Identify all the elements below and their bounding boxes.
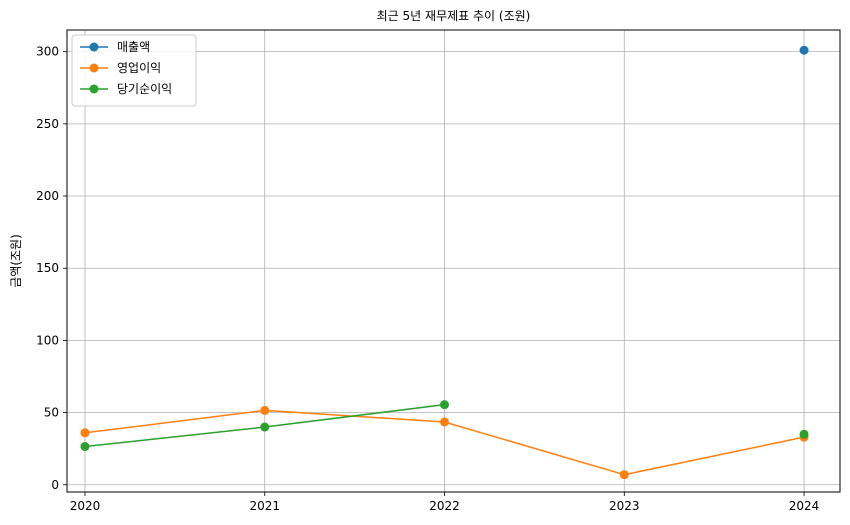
y-tick-label: 150 bbox=[36, 261, 59, 275]
series-lines bbox=[84, 403, 805, 476]
legend-marker bbox=[89, 63, 99, 73]
series-line-segment bbox=[84, 409, 265, 434]
series-point bbox=[80, 428, 90, 438]
y-tick-label: 250 bbox=[36, 117, 59, 131]
series-markers bbox=[80, 45, 809, 480]
series-point bbox=[260, 405, 270, 415]
legend-marker bbox=[89, 42, 99, 52]
series-line-segment bbox=[624, 436, 805, 476]
chart-title: 최근 5년 재무제표 추이 (조원) bbox=[377, 9, 531, 23]
x-tick-label: 2021 bbox=[249, 499, 280, 513]
series-point bbox=[799, 429, 809, 439]
y-tick-label: 0 bbox=[51, 478, 59, 492]
x-tick-label: 2022 bbox=[429, 499, 460, 513]
legend-label: 매출액 bbox=[117, 40, 150, 54]
x-axis: 2020 2021 2022 2023 2024 bbox=[70, 492, 820, 513]
y-axis-label: 금액(조원) bbox=[9, 234, 23, 288]
series-point bbox=[619, 470, 629, 480]
y-tick-label: 300 bbox=[36, 45, 59, 59]
y-axis: 0 50 100 150 200 250 300 bbox=[36, 45, 67, 492]
series-line-segment bbox=[84, 426, 265, 448]
legend-label: 당기순이익 bbox=[117, 82, 172, 96]
series-point bbox=[799, 45, 809, 55]
y-tick-label: 100 bbox=[36, 333, 59, 347]
series-line-segment bbox=[264, 403, 445, 428]
x-tick-label: 2024 bbox=[789, 499, 820, 513]
series-point bbox=[440, 417, 450, 427]
legend-label: 영업이익 bbox=[117, 61, 161, 75]
series-point bbox=[260, 422, 270, 432]
x-tick-label: 2020 bbox=[70, 499, 101, 513]
x-tick-label: 2023 bbox=[609, 499, 640, 513]
series-point bbox=[440, 400, 450, 410]
legend-marker bbox=[89, 84, 99, 94]
series-point bbox=[80, 442, 90, 452]
y-tick-label: 200 bbox=[36, 189, 59, 203]
series-line-segment bbox=[444, 421, 625, 476]
y-tick-label: 50 bbox=[44, 406, 59, 420]
plot-frame bbox=[66, 29, 841, 493]
